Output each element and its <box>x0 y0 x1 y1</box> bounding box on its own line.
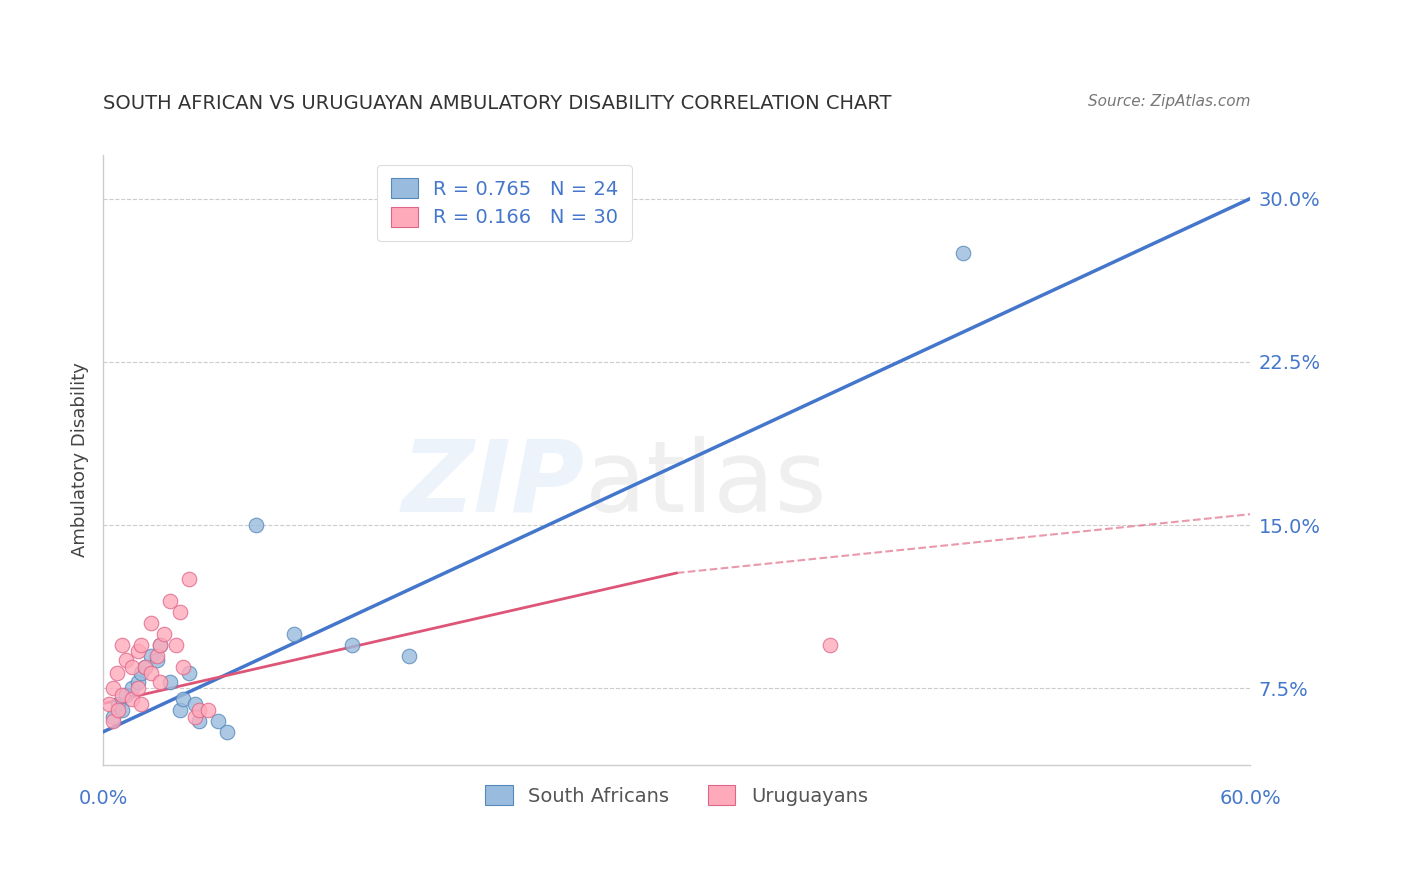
Point <box>121 681 143 696</box>
Point <box>187 714 209 728</box>
Point <box>952 246 974 260</box>
Point <box>131 697 153 711</box>
Legend: South Africans, Uruguayans: South Africans, Uruguayans <box>475 776 877 816</box>
Point <box>149 638 172 652</box>
Point <box>179 666 201 681</box>
Point <box>101 709 124 723</box>
Point <box>398 648 420 663</box>
Point <box>115 653 138 667</box>
Point <box>169 703 191 717</box>
Point <box>145 648 167 663</box>
Text: ZIP: ZIP <box>402 435 585 533</box>
Point <box>101 681 124 696</box>
Point <box>283 627 305 641</box>
Point <box>127 674 149 689</box>
Point <box>115 688 138 702</box>
Point <box>139 615 162 630</box>
Point <box>149 638 172 652</box>
Point <box>159 594 181 608</box>
Point <box>340 638 363 652</box>
Point <box>111 688 134 702</box>
Point <box>172 659 194 673</box>
Point <box>127 644 149 658</box>
Point <box>207 714 229 728</box>
Point <box>245 518 267 533</box>
Point <box>179 573 201 587</box>
Point <box>197 703 219 717</box>
Point <box>121 692 143 706</box>
Point <box>217 724 239 739</box>
Point <box>145 653 167 667</box>
Point <box>184 709 207 723</box>
Text: 0.0%: 0.0% <box>79 789 128 808</box>
Point <box>105 666 128 681</box>
Point <box>107 697 129 711</box>
Point <box>107 703 129 717</box>
Point <box>139 666 162 681</box>
Point <box>187 703 209 717</box>
Y-axis label: Ambulatory Disability: Ambulatory Disability <box>72 362 89 558</box>
Point <box>134 659 156 673</box>
Point <box>153 627 176 641</box>
Point <box>131 638 153 652</box>
Point <box>121 659 143 673</box>
Text: SOUTH AFRICAN VS URUGUAYAN AMBULATORY DISABILITY CORRELATION CHART: SOUTH AFRICAN VS URUGUAYAN AMBULATORY DI… <box>103 94 891 113</box>
Text: atlas: atlas <box>585 435 827 533</box>
Point <box>184 697 207 711</box>
Point <box>172 692 194 706</box>
Point <box>97 697 120 711</box>
Point <box>139 648 162 663</box>
Point <box>111 703 134 717</box>
Point <box>101 714 124 728</box>
Point <box>134 659 156 673</box>
Point <box>165 638 187 652</box>
Text: Source: ZipAtlas.com: Source: ZipAtlas.com <box>1088 94 1250 109</box>
Point <box>169 605 191 619</box>
Point <box>131 666 153 681</box>
Point <box>111 638 134 652</box>
Point <box>818 638 841 652</box>
Point <box>149 674 172 689</box>
Text: 60.0%: 60.0% <box>1219 789 1281 808</box>
Point <box>127 681 149 696</box>
Point <box>159 674 181 689</box>
